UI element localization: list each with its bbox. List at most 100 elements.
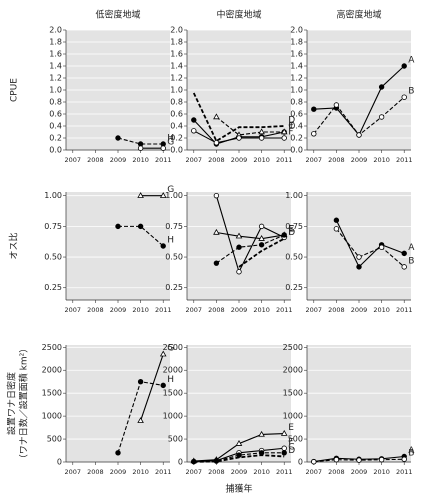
x-tick-label: 2011 xyxy=(155,468,172,476)
series-line xyxy=(117,137,164,145)
row-label: CPUE xyxy=(10,78,20,102)
y-tick-label: 0.25 xyxy=(44,283,62,292)
series-line xyxy=(335,228,405,268)
series-label: F xyxy=(288,128,293,138)
x-tick-label: 2010 xyxy=(373,156,390,164)
data-point xyxy=(191,117,197,123)
y-tick-label: 1.4 xyxy=(290,62,303,71)
y-tick-label: 1.2 xyxy=(290,74,303,83)
y-tick-label: 2000 xyxy=(163,366,183,375)
series-label: H xyxy=(167,236,174,246)
y-tick-label: 500 xyxy=(47,435,62,444)
x-tick-label: 2011 xyxy=(276,468,293,476)
data-point xyxy=(213,228,220,235)
y-tick-label: 1000 xyxy=(283,412,303,421)
y-tick-label: 1.6 xyxy=(290,50,303,59)
x-tick-label: 2007 xyxy=(186,468,203,476)
y-tick-label: 0.8 xyxy=(290,98,303,107)
x-tick-label: 2010 xyxy=(132,306,149,314)
data-point xyxy=(235,232,243,239)
series-label: E xyxy=(288,423,294,433)
y-tick-label: 0.8 xyxy=(170,98,183,107)
data-point xyxy=(281,232,287,238)
x-tick-label: 2009 xyxy=(110,156,127,164)
data-point xyxy=(115,135,121,141)
y-tick-label: 1.8 xyxy=(49,38,62,47)
x-tick-label: 2009 xyxy=(231,468,248,476)
series-label: A xyxy=(408,446,415,456)
series-label: F xyxy=(288,227,293,237)
y-tick-label: 0 xyxy=(178,458,183,467)
y-tick-label: 2500 xyxy=(42,343,62,352)
data-point xyxy=(236,135,242,141)
x-tick-label: 2008 xyxy=(328,468,345,476)
y-tick-label: 0 xyxy=(298,458,303,467)
x-tick-label: 2007 xyxy=(65,468,82,476)
data-point xyxy=(115,450,121,456)
y-tick-label: 1.8 xyxy=(170,38,183,47)
data-point xyxy=(137,417,144,423)
y-tick-label: 1.00 xyxy=(44,191,62,200)
series-line xyxy=(215,195,285,274)
x-tick-label: 2007 xyxy=(306,468,323,476)
data-point xyxy=(258,135,265,141)
y-tick-label: 1.4 xyxy=(49,62,62,71)
data-point xyxy=(235,440,243,446)
y-tick-label: 2000 xyxy=(42,366,62,375)
series-label: H xyxy=(167,134,174,144)
data-point xyxy=(160,382,166,389)
data-point xyxy=(378,244,385,250)
y-tick-label: 0.75 xyxy=(165,222,183,231)
x-tick-label: 2011 xyxy=(155,306,172,314)
data-point xyxy=(160,145,166,151)
x-tick-label: 2010 xyxy=(373,468,390,476)
x-tick-label: 2008 xyxy=(208,156,225,164)
series-label: H xyxy=(167,375,174,385)
series-label: B xyxy=(408,449,414,459)
x-tick-label: 2007 xyxy=(65,156,82,164)
data-point xyxy=(213,113,220,120)
x-tick-label: 2009 xyxy=(351,468,368,476)
data-point xyxy=(356,264,362,270)
data-point xyxy=(115,223,121,230)
y-tick-label: 1.8 xyxy=(290,38,303,47)
y-tick-label: 2500 xyxy=(283,343,303,352)
data-point xyxy=(356,132,362,138)
data-point xyxy=(333,217,340,223)
data-point xyxy=(137,192,144,198)
x-tick-label: 2007 xyxy=(186,306,203,314)
y-tick-label: 0.75 xyxy=(44,222,62,231)
y-tick-label: 1.00 xyxy=(285,191,303,200)
y-tick-label: 1.2 xyxy=(49,74,62,83)
x-tick-label: 2009 xyxy=(110,306,127,314)
x-tick-label: 2008 xyxy=(328,306,345,314)
x-tick-label: 2010 xyxy=(253,468,270,476)
series-label: B xyxy=(408,256,414,266)
y-tick-label: 1.00 xyxy=(165,191,183,200)
x-tick-label: 2011 xyxy=(396,306,413,314)
x-tick-label: 2010 xyxy=(132,156,149,164)
series-label: E xyxy=(288,224,294,234)
data-point xyxy=(333,457,340,463)
x-tick-label: 2011 xyxy=(276,156,293,164)
row-label: オス比 xyxy=(8,232,20,259)
series-line xyxy=(216,234,285,264)
x-tick-label: 2008 xyxy=(208,468,225,476)
data-point xyxy=(159,192,167,198)
y-tick-label: 0.2 xyxy=(290,134,303,143)
data-point xyxy=(160,243,166,249)
x-tick-label: 2010 xyxy=(253,156,270,164)
series-label: C xyxy=(288,122,294,132)
y-tick-label: 0.0 xyxy=(290,146,303,155)
data-point xyxy=(378,457,385,463)
y-tick-label: 1.4 xyxy=(170,62,183,71)
y-tick-label: 0.2 xyxy=(49,134,62,143)
data-point xyxy=(258,235,265,241)
y-tick-label: 0.50 xyxy=(165,253,183,262)
y-tick-label: 0.25 xyxy=(165,283,183,292)
data-point xyxy=(236,269,242,275)
series-line xyxy=(216,231,285,240)
data-point xyxy=(333,226,340,232)
data-point xyxy=(311,459,317,465)
y-tick-label: 500 xyxy=(288,435,303,444)
